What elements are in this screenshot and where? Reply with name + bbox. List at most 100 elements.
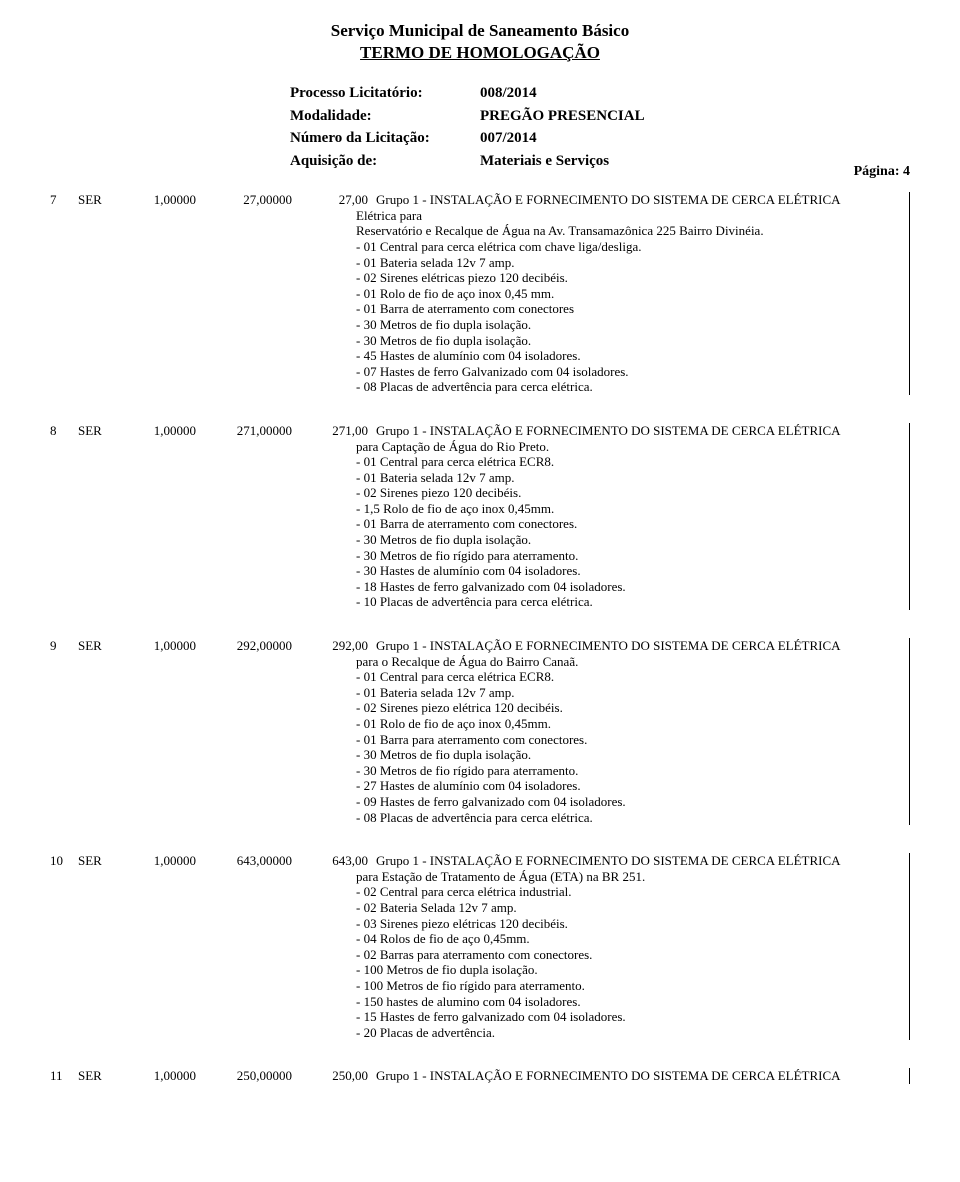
- item-desc-lines: para Estação de Tratamento de Água (ETA)…: [50, 869, 903, 1041]
- item-number: 11: [50, 1068, 78, 1084]
- item-desc-line: - 02 Bateria Selada 12v 7 amp.: [356, 900, 889, 916]
- item-unit-price: 27,00000: [202, 192, 298, 208]
- item-unit: SER: [78, 192, 126, 208]
- item-row: 10SER1,00000643,00000643,00Grupo 1 - INS…: [50, 853, 903, 869]
- header-value: Materiais e Serviços: [480, 150, 609, 173]
- item-block: 11SER1,00000250,00000250,00Grupo 1 - INS…: [50, 1068, 910, 1084]
- item-desc-line: - 30 Metros de fio dupla isolação.: [356, 747, 889, 763]
- item-block: 8SER1,00000271,00000271,00Grupo 1 - INST…: [50, 423, 910, 610]
- item-desc-line: - 30 Metros de fio dupla isolação.: [356, 317, 889, 333]
- item-desc-line: - 01 Central para cerca elétrica com cha…: [356, 239, 889, 255]
- item-unit: SER: [78, 1068, 126, 1084]
- item-number: 8: [50, 423, 78, 439]
- item-desc-line: - 01 Rolo de fio de aço inox 0,45mm.: [356, 716, 889, 732]
- item-desc-line: - 01 Bateria selada 12v 7 amp.: [356, 685, 889, 701]
- item-desc-line: - 18 Hastes de ferro galvanizado com 04 …: [356, 579, 889, 595]
- item-total: 292,00: [298, 638, 376, 654]
- item-unit: SER: [78, 853, 126, 869]
- item-row: 7SER1,0000027,0000027,00Grupo 1 - INSTAL…: [50, 192, 903, 208]
- header-block: Processo Licitatório:008/2014Modalidade:…: [290, 82, 910, 172]
- item-wrap: 11SER1,00000250,00000250,00Grupo 1 - INS…: [50, 1068, 910, 1084]
- header-row: Modalidade:PREGÃO PRESENCIAL: [290, 105, 910, 128]
- item-unit: SER: [78, 638, 126, 654]
- header-label: Aquisição de:: [290, 150, 480, 173]
- item-desc-line: - 150 hastes de alumino com 04 isoladore…: [356, 994, 889, 1010]
- item-desc-line: - 08 Placas de advertência para cerca el…: [356, 379, 889, 395]
- item-wrap: 9SER1,00000292,00000292,00Grupo 1 - INST…: [50, 638, 910, 825]
- item-desc-line: para Captação de Água do Rio Preto.: [356, 439, 889, 455]
- item-row: 9SER1,00000292,00000292,00Grupo 1 - INST…: [50, 638, 903, 654]
- item-desc-first: Grupo 1 - INSTALAÇÃO E FORNECIMENTO DO S…: [376, 853, 903, 869]
- item-total: 271,00: [298, 423, 376, 439]
- item-block: 10SER1,00000643,00000643,00Grupo 1 - INS…: [50, 853, 910, 1040]
- items-list: 7SER1,0000027,0000027,00Grupo 1 - INSTAL…: [50, 192, 910, 1084]
- item-desc-line: - 02 Barras para aterramento com conecto…: [356, 947, 889, 963]
- item-desc-line: - 30 Metros de fio dupla isolação.: [356, 333, 889, 349]
- item-desc-line: - 03 Sirenes piezo elétricas 120 decibéi…: [356, 916, 889, 932]
- item-desc-line: - 04 Rolos de fio de aço 0,45mm.: [356, 931, 889, 947]
- item-desc-line: - 1,5 Rolo de fio de aço inox 0,45mm.: [356, 501, 889, 517]
- item-block: 9SER1,00000292,00000292,00Grupo 1 - INST…: [50, 638, 910, 825]
- header-value: 007/2014: [480, 127, 537, 150]
- item-row: 8SER1,00000271,00000271,00Grupo 1 - INST…: [50, 423, 903, 439]
- item-desc-line: - 27 Hastes de alumínio com 04 isoladore…: [356, 778, 889, 794]
- item-number: 10: [50, 853, 78, 869]
- item-total: 27,00: [298, 192, 376, 208]
- item-total: 643,00: [298, 853, 376, 869]
- header-value: PREGÃO PRESENCIAL: [480, 105, 645, 128]
- item-wrap: 7SER1,0000027,0000027,00Grupo 1 - INSTAL…: [50, 192, 910, 395]
- item-wrap: 10SER1,00000643,00000643,00Grupo 1 - INS…: [50, 853, 910, 1040]
- item-desc-line: - 20 Placas de advertência.: [356, 1025, 889, 1041]
- item-desc-line: - 10 Placas de advertência para cerca el…: [356, 594, 889, 610]
- item-qty: 1,00000: [126, 423, 202, 439]
- item-wrap: 8SER1,00000271,00000271,00Grupo 1 - INST…: [50, 423, 910, 610]
- item-desc-line: - 15 Hastes de ferro galvanizado com 04 …: [356, 1009, 889, 1025]
- item-unit-price: 250,00000: [202, 1068, 298, 1084]
- item-desc-first: Grupo 1 - INSTALAÇÃO E FORNECIMENTO DO S…: [376, 638, 903, 654]
- item-qty: 1,00000: [126, 853, 202, 869]
- item-desc-line: - 01 Barra para aterramento com conector…: [356, 732, 889, 748]
- item-desc-line: - 30 Metros de fio rígido para aterramen…: [356, 548, 889, 564]
- item-desc-line: - 100 Metros de fio rígido para aterrame…: [356, 978, 889, 994]
- item-qty: 1,00000: [126, 192, 202, 208]
- item-desc-first: Grupo 1 - INSTALAÇÃO E FORNECIMENTO DO S…: [376, 1068, 903, 1084]
- item-desc-line: - 01 Central para cerca elétrica ECR8.: [356, 454, 889, 470]
- item-desc-line: Elétrica para: [356, 208, 889, 224]
- item-desc-line: - 30 Metros de fio dupla isolação.: [356, 532, 889, 548]
- item-desc-line: - 30 Metros de fio rígido para aterramen…: [356, 763, 889, 779]
- item-desc-lines: para o Recalque de Água do Bairro Canaã.…: [50, 654, 903, 826]
- item-desc-line: - 08 Placas de advertência para cerca el…: [356, 810, 889, 826]
- item-desc-line: - 01 Bateria selada 12v 7 amp.: [356, 470, 889, 486]
- item-desc-line: - 30 Hastes de alumínio com 04 isoladore…: [356, 563, 889, 579]
- header-label: Processo Licitatório:: [290, 82, 480, 105]
- item-desc-line: - 01 Bateria selada 12v 7 amp.: [356, 255, 889, 271]
- item-desc-line: Reservatório e Recalque de Água na Av. T…: [356, 223, 889, 239]
- item-desc-lines: para Captação de Água do Rio Preto.- 01 …: [50, 439, 903, 611]
- header-row: Processo Licitatório:008/2014: [290, 82, 910, 105]
- item-desc-line: - 02 Sirenes piezo elétrica 120 decibéis…: [356, 700, 889, 716]
- doc-title: Serviço Municipal de Saneamento Básico: [50, 20, 910, 42]
- doc-subtitle: TERMO DE HOMOLOGAÇÃO: [50, 42, 910, 64]
- page: Serviço Municipal de Saneamento Básico T…: [0, 0, 960, 1182]
- item-desc-line: - 09 Hastes de ferro galvanizado com 04 …: [356, 794, 889, 810]
- item-qty: 1,00000: [126, 1068, 202, 1084]
- item-desc-line: - 45 Hastes de alumínio com 04 isoladore…: [356, 348, 889, 364]
- header-label: Modalidade:: [290, 105, 480, 128]
- header-row: Número da Licitação:007/2014: [290, 127, 910, 150]
- header-value: 008/2014: [480, 82, 537, 105]
- item-desc-line: para o Recalque de Água do Bairro Canaã.: [356, 654, 889, 670]
- item-desc-first: Grupo 1 - INSTALAÇÃO E FORNECIMENTO DO S…: [376, 192, 903, 208]
- item-unit: SER: [78, 423, 126, 439]
- item-desc-line: - 02 Sirenes elétricas piezo 120 decibéi…: [356, 270, 889, 286]
- item-desc-line: - 01 Rolo de fio de aço inox 0,45 mm.: [356, 286, 889, 302]
- item-desc-line: - 07 Hastes de ferro Galvanizado com 04 …: [356, 364, 889, 380]
- item-total: 250,00: [298, 1068, 376, 1084]
- item-desc-line: - 01 Barra de aterramento com conectores…: [356, 516, 889, 532]
- item-number: 9: [50, 638, 78, 654]
- item-desc-line: - 02 Central para cerca elétrica industr…: [356, 884, 889, 900]
- item-desc-line: - 01 Central para cerca elétrica ECR8.: [356, 669, 889, 685]
- item-block: 7SER1,0000027,0000027,00Grupo 1 - INSTAL…: [50, 192, 910, 395]
- item-desc-line: - 100 Metros de fio dupla isolação.: [356, 962, 889, 978]
- item-desc-line: - 02 Sirenes piezo 120 decibéis.: [356, 485, 889, 501]
- item-desc-line: para Estação de Tratamento de Água (ETA)…: [356, 869, 889, 885]
